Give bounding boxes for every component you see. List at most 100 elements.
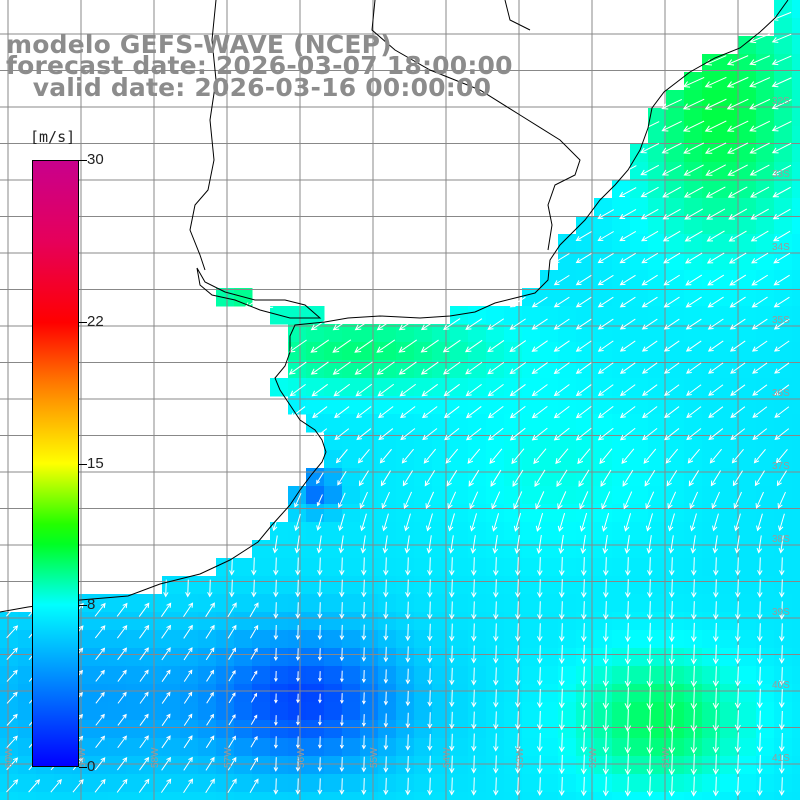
wind-arrow [205,647,215,661]
wind-arrow [597,252,614,264]
wind-arrow [161,756,171,771]
wind-cell [684,612,703,631]
wind-arrow [730,406,746,418]
wind-cell [612,774,631,793]
wind-arrow [624,687,632,710]
wind-cell [738,450,757,469]
wind-arrow [332,361,351,375]
wind-cell [468,432,487,451]
wind-cell [630,684,649,703]
wind-cell [522,306,541,325]
wind-cell [234,576,253,595]
colorbar-tick-label: 15 [87,454,104,472]
wind-cell [522,324,541,343]
wind-cell [342,756,361,775]
wind-arrow [512,469,524,487]
wind-arrow [668,644,675,665]
wind-arrow [685,318,702,330]
wind-cell [774,558,793,577]
wind-cell [234,792,253,800]
wind-cell [630,144,649,163]
wind-arrow [422,428,438,441]
wind-arrow [728,252,747,264]
wind-cell [666,126,685,145]
wind-cell [432,666,451,685]
wind-cell [756,720,775,739]
wind-cell [522,774,541,793]
wind-arrow [295,579,301,598]
wind-arrow [340,693,344,704]
wind-cell [666,720,685,739]
wind-arrow [273,624,279,641]
wind-arrow [183,735,193,749]
wind-arrow [553,296,570,308]
wind-arrow [273,778,279,795]
wind-arrow [424,470,436,487]
wind-cell [738,774,757,793]
colorbar-tick-label: 0 [87,758,96,775]
wind-cell [90,720,109,739]
wind-cell [486,396,505,415]
wind-arrow [661,98,682,110]
wind-arrow [682,76,705,88]
wind-cell [720,612,739,631]
wind-cell [378,378,397,397]
wind-arrow [688,470,700,487]
wind-cell [162,756,181,775]
wind-cell [540,756,559,775]
wind-arrow [471,645,477,664]
wind-arrow [597,384,614,397]
wind-arrow [778,535,785,554]
wind-cell [414,468,433,487]
wind-arrow [470,535,477,554]
wind-cell [576,756,595,775]
wind-arrow [710,470,722,487]
wind-cell [90,612,109,631]
wind-cell [612,702,631,721]
wind-cell [702,54,721,73]
wind-cell [396,558,415,577]
wind-cell [144,738,163,757]
wind-cell [252,594,271,613]
wind-cell [792,468,800,487]
wind-arrow [207,579,213,598]
wind-arrow [669,601,675,620]
wind-cell [792,486,800,505]
wind-cell [270,666,289,685]
wind-arrow [117,735,127,749]
wind-arrow [619,340,636,352]
wind-arrow [691,579,697,598]
wind-arrow [625,579,631,598]
wind-cell [216,720,235,739]
wind-arrow [513,491,523,510]
wind-arrow [575,384,592,397]
wind-arrow [266,295,285,309]
wind-cell [306,558,325,577]
wind-cell [342,378,361,397]
wind-cell [702,396,721,415]
wind-arrow [779,557,785,576]
wind-cell [0,684,19,703]
wind-cell [360,324,379,343]
wind-arrow [557,512,566,532]
wind-cell [792,36,800,55]
wind-cell [738,216,757,235]
wind-cell [378,432,397,451]
wind-arrow [423,448,437,464]
wind-cell [162,576,181,595]
wind-cell [396,486,415,505]
wind-arrow [735,623,741,642]
wind-cell [450,468,469,487]
wind-cell [702,270,721,289]
wind-arrow [139,691,149,704]
wind-cell [684,504,703,523]
wind-arrow [690,709,698,732]
wind-cell [306,360,325,379]
wind-cell [288,558,307,577]
wind-arrow [487,361,505,375]
wind-cell [594,558,613,577]
wind-cell [414,738,433,757]
wind-arrow [117,647,127,661]
wind-arrow [294,535,301,554]
wind-arrow [771,120,792,132]
